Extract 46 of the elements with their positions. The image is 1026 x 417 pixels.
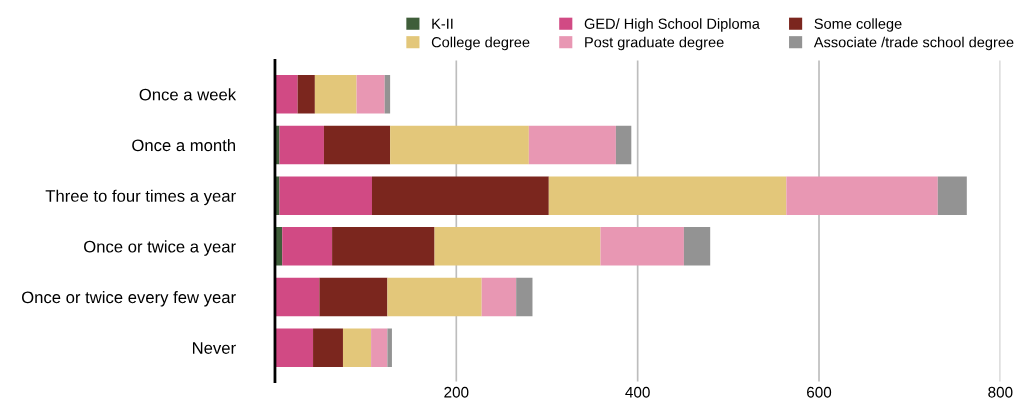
y-tick-label: Three to four times a year [45,189,236,206]
bar [371,328,388,367]
x-tick-label: 800 [988,386,1013,398]
bar [615,125,632,165]
bar [434,227,601,266]
bar [297,75,315,114]
bar [786,176,938,215]
bar [274,75,298,114]
bar [274,277,320,317]
bar [332,227,435,266]
bar [387,277,482,317]
x-tick-label: 200 [444,386,469,398]
legend-label: K-II [432,18,453,29]
x-tick-label: 600 [807,386,832,398]
bar [528,125,616,165]
legend-label: Associate /trade school degree [813,36,1014,51]
bar [548,176,787,215]
bar [282,227,333,266]
bar [313,328,343,367]
bar [319,277,388,317]
bar [279,125,324,165]
y-tick-label: Once or twice every few year [21,290,236,307]
y-tick-label: Once a week [139,88,237,101]
bar [683,227,711,266]
bar [390,125,529,165]
legend-label: Post graduate degree [585,36,724,51]
bar [516,277,533,317]
bar [481,277,517,317]
bar [384,75,391,114]
legend-label: College degree [431,36,530,51]
bar [356,75,385,114]
bar [387,328,392,367]
bar [279,176,372,215]
bar [937,176,967,215]
bar [600,227,684,266]
bar [323,125,391,165]
legend-label: Some college [814,18,902,32]
bar [342,328,372,367]
bar [371,176,549,215]
bar [314,75,357,114]
y-tick-label: Never [192,342,236,354]
y-tick-label: Once or twice a year [84,240,236,256]
y-tick-label: Once a month [132,138,236,152]
x-tick-label: 400 [625,386,650,398]
bar [274,328,314,367]
legend-label: GED/ High School Diploma [584,18,760,32]
